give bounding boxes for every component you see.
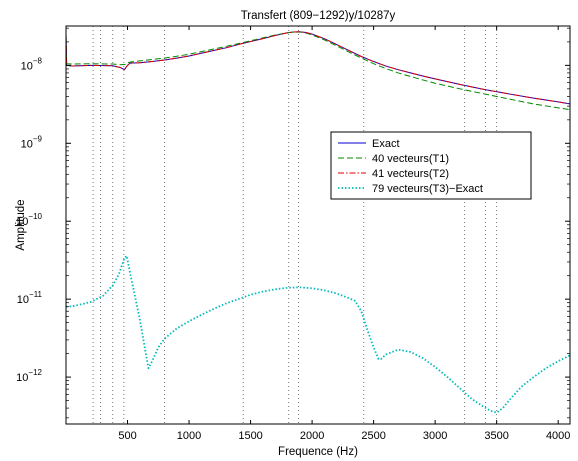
chart-title: Transfert (809−1292)y/10287y <box>241 10 396 22</box>
y-tick-label: 10−9 <box>21 134 43 150</box>
series-group <box>66 31 570 414</box>
x-tick-label: 3500 <box>484 430 508 442</box>
series-line-2 <box>66 31 570 111</box>
legend-box <box>330 131 532 200</box>
x-tick-label: 2000 <box>300 430 324 442</box>
y-tick-label: 10−8 <box>21 56 43 72</box>
legend-label-1: Exact <box>372 138 400 150</box>
plot-area <box>66 26 570 424</box>
x-tick-label: 2500 <box>361 430 385 442</box>
x-tick-label: 4000 <box>546 430 570 442</box>
legend-label-3: 41 vecteurs(T2) <box>372 168 449 180</box>
x-axis: 500 1000 1500 2000 2500 3000 3500 4000 <box>118 26 570 442</box>
x-axis-title: Frequence (Hz) <box>278 446 358 458</box>
legend: Exact 40 vecteurs(T1) 41 vecteurs(T2) 79 ve… <box>330 131 532 200</box>
y-axis-title: Amplitude <box>15 199 27 250</box>
y-tick-label: 10−12 <box>16 368 42 384</box>
y-tick-label: 10−11 <box>17 290 43 306</box>
x-tick-label: 1000 <box>177 430 201 442</box>
x-tick-label: 500 <box>118 430 136 442</box>
y-axis: 10−12 10−11 10−10 10−9 10−8 <box>16 27 570 419</box>
series-line-3 <box>66 31 570 105</box>
legend-label-2: 40 vecteurs(T1) <box>372 153 449 165</box>
legend-label-4: 79 vecteurs(T3)−Exact <box>372 183 483 195</box>
x-tick-label: 1500 <box>238 430 262 442</box>
y-tick-label: 10−10 <box>16 212 42 228</box>
x-tick-label: 3000 <box>423 430 447 442</box>
